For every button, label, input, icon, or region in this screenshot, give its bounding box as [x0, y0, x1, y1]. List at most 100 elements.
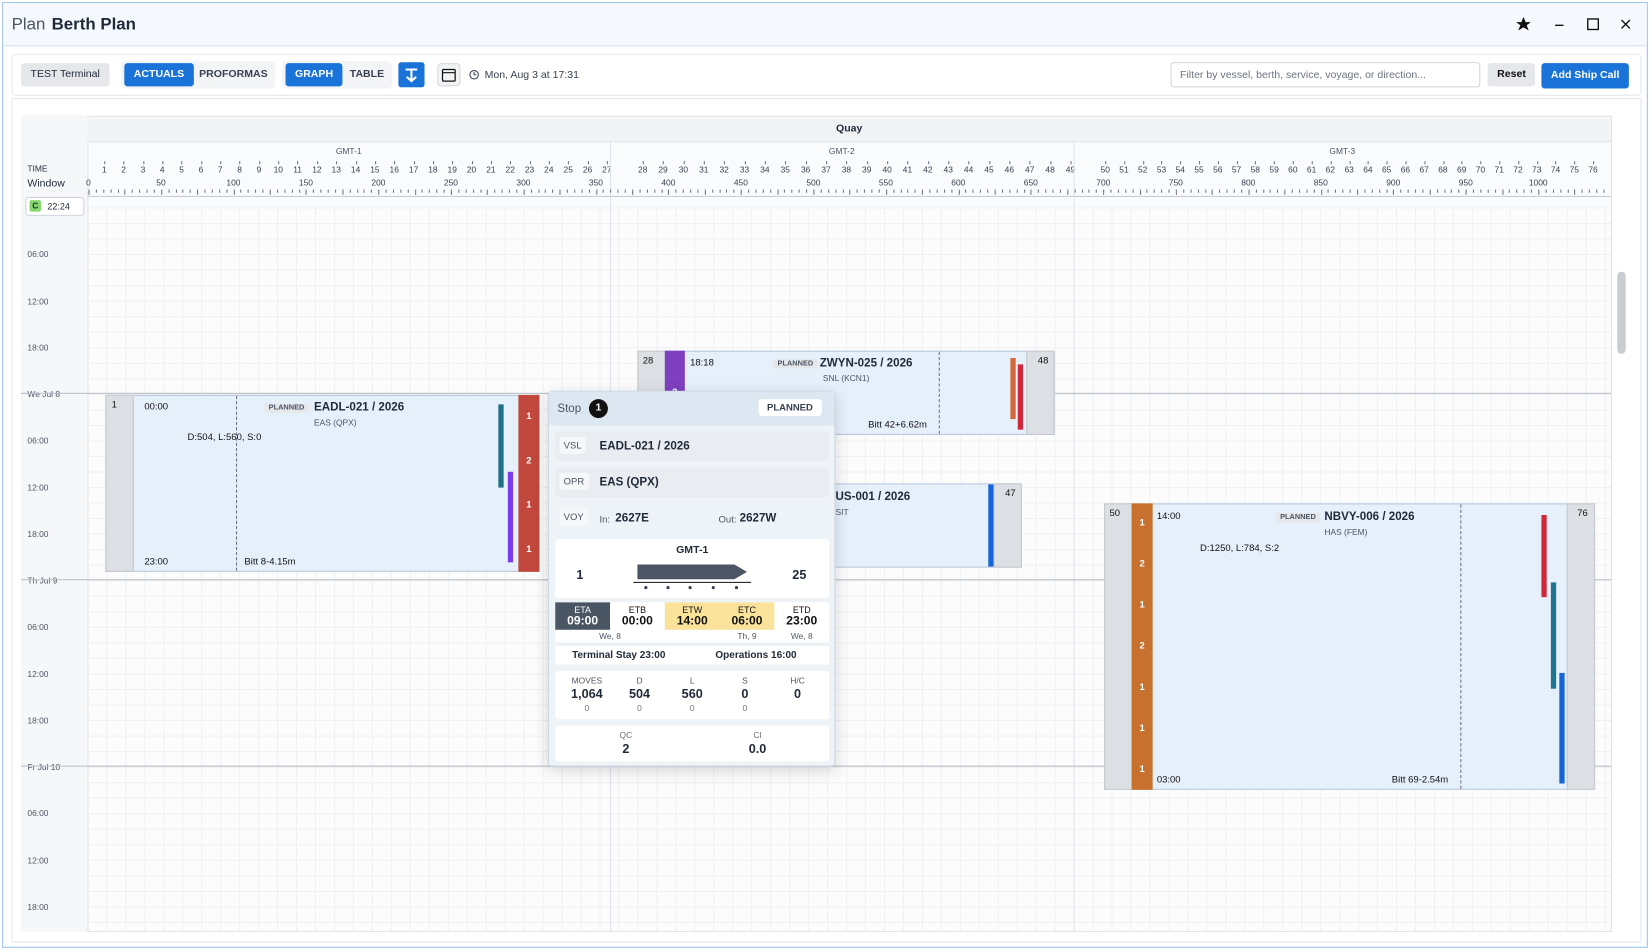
vessel-name: US-001 / 2026 [835, 490, 911, 504]
anchor-button[interactable] [398, 62, 425, 88]
graph-button[interactable]: GRAPH [285, 63, 343, 87]
filter-input[interactable]: Filter by vessel, berth, service, voyage… [1170, 62, 1481, 88]
minimize[interactable] [1552, 17, 1567, 32]
time-cell: ETD 23:00 [774, 602, 830, 630]
stop-number: 1 [588, 399, 608, 419]
table-button[interactable]: TABLE [349, 68, 385, 81]
vessel-name: EADL-021 / 2026 [313, 401, 405, 414]
actuals-button[interactable]: ACTUALS [124, 63, 194, 87]
crane-bar [1550, 582, 1557, 689]
move-sub: 0 [584, 703, 590, 713]
info-row: VSL EADL-021 / 2026 [555, 431, 830, 462]
title: Berth Plan [51, 15, 136, 34]
time-key: ETB [628, 604, 647, 616]
popup-label: Stop [557, 402, 582, 415]
toolbar: TEST Terminal ACTUALS PROFORMAS GRAPH TA… [11, 53, 1642, 96]
ci-key: CI [753, 730, 762, 741]
add-ship-call[interactable]: Add Ship Call [1541, 63, 1629, 89]
move-key: S [742, 676, 748, 686]
time-cell: ETA 09:00 [555, 602, 611, 630]
berth-to: 25 [792, 567, 807, 583]
time-key: ETC [738, 604, 756, 616]
terminal-stay: Terminal Stay 23:00 [572, 649, 666, 662]
load: D:1250, L:784, S:2 [1200, 542, 1280, 553]
section: Plan [11, 15, 46, 34]
bitt: Bitt 8-4.15m [244, 556, 296, 567]
calendar-button[interactable] [437, 63, 461, 87]
cap-label: 76 [1577, 507, 1588, 519]
time-value: 09:00 [567, 615, 599, 628]
cursor-time: 22:24 [47, 201, 70, 212]
vessel-block[interactable]: 1 00:00 23:00 PLANNED EADL-021 / 2026 EA… [105, 394, 540, 572]
start: 18:18 [690, 357, 714, 368]
bitt: Bitt 69-2.54m [1391, 774, 1449, 785]
time-key: ETW [682, 604, 703, 616]
maximize[interactable] [1586, 17, 1601, 32]
row-value: EAS (QPX) [599, 476, 659, 489]
berth-from: 1 [576, 567, 584, 583]
move-value: 0 [794, 686, 802, 702]
scrollbar[interactable] [1617, 271, 1626, 354]
vessel-block[interactable]: US-001 / 2026 SIT 47 [800, 483, 1022, 568]
time-header: TIME [27, 164, 48, 174]
move-value: 1,064 [571, 686, 603, 702]
stripe: 1 2 1 2 1 1 1 [1131, 503, 1153, 790]
datetime: Mon, Aug 3 at 17:31 [484, 69, 579, 82]
stripe-label: 1 [1139, 722, 1145, 733]
right-cap: 47 [993, 483, 1022, 568]
move-key: L [689, 676, 695, 686]
move-value: 504 [628, 686, 651, 702]
service: EAS (QPX) [313, 418, 357, 428]
stripe-label: 1 [526, 410, 532, 422]
terminal-button[interactable]: TEST Terminal [21, 63, 110, 87]
cap-label: 1 [111, 399, 117, 410]
status: PLANNED [1275, 512, 1320, 523]
status: PLANNED [264, 403, 309, 413]
move-key: D [636, 676, 643, 686]
crane-bar [1010, 358, 1016, 420]
cap-label: 28 [642, 354, 654, 366]
service: HAS (FEM) [1324, 527, 1368, 538]
right-cap: 48 [1026, 350, 1055, 435]
ship-icon [633, 564, 752, 590]
stripe-label: 2 [1139, 640, 1145, 651]
right-cap: 76 [1566, 503, 1596, 790]
time-value: 06:00 [731, 615, 763, 628]
move-value: 0 [741, 686, 749, 702]
moves-row: MOVES 1,064 0 D 504 0 L 560 0 S 0 0 H/C 0 [555, 670, 830, 720]
time-cell: ETW 14:00 [664, 602, 720, 630]
time-cell: ETB 00:00 [610, 602, 665, 630]
cursor-c: C [29, 200, 42, 212]
move-sub: 0 [742, 703, 748, 713]
window-label: Window [27, 177, 65, 190]
popup-status: PLANNED [758, 399, 822, 416]
quay-label: Quay [836, 123, 863, 135]
stripe-label: 1 [526, 543, 532, 554]
vessel-name: NBVY-006 / 2026 [1324, 510, 1415, 524]
quay-header: Quay [87, 117, 1611, 143]
stripe-label: 1 [1139, 763, 1145, 774]
time-date: We, 8 [599, 631, 621, 642]
left-cap: 1 [105, 394, 134, 572]
info-row: OPR EAS (QPX) [555, 467, 830, 498]
star-icon[interactable] [1516, 16, 1531, 32]
out-voyage: 2627W [739, 511, 777, 525]
berth-section: GMT-1 [676, 544, 709, 557]
stripe-label: 1 [526, 499, 532, 510]
crane-bar [1541, 514, 1547, 598]
stay-row: Terminal Stay 23:00 Operations 16:00 [555, 644, 830, 665]
cap-label: 48 [1037, 354, 1049, 366]
proformas-button[interactable]: PROFORMAS [199, 68, 268, 81]
times-row: ETA 09:00 ETB 00:00 ETW 14:00 ETC 06:00 ETD 23:00… [555, 602, 830, 643]
service: SIT [835, 507, 849, 518]
cap-label: 50 [1109, 507, 1120, 519]
crane-bar [988, 484, 994, 567]
close[interactable] [1618, 17, 1633, 32]
vessel-block[interactable]: 50 1 2 1 2 1 1 1 14:00 03:00 PLANNED NBVY-006 … [1104, 503, 1596, 790]
stripe-label: 1 [1139, 599, 1145, 610]
in-label: In: [599, 513, 611, 525]
reset-button[interactable]: Reset [1487, 63, 1536, 87]
qc-key: QC [619, 730, 633, 741]
